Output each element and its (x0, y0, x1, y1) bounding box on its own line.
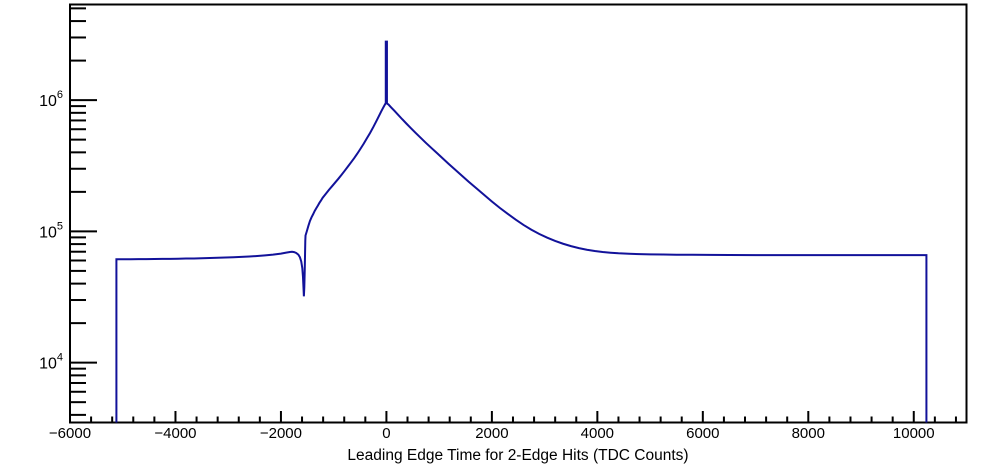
x-axis-title: Leading Edge Time for 2-Edge Hits (TDC C… (347, 447, 688, 464)
y-tick-label: 104 (39, 352, 63, 373)
plot-frame (69, 3, 968, 424)
x-tick-label: 8000 (792, 425, 825, 442)
x-axis-minor-ticks (90, 416, 957, 422)
y-tick-label: 105 (39, 220, 63, 241)
y-axis-minor-ticks (71, 7, 86, 416)
x-axis-tick-labels: −6000 −4000 −2000 0 2000 4000 6000 8000 10000 (49, 425, 935, 442)
x-tick-label: −4000 (154, 425, 196, 442)
y-tick-label: 106 (39, 89, 63, 110)
x-tick-label: 2000 (475, 425, 508, 442)
x-tick-label: 0 (382, 425, 390, 442)
x-tick-label: −6000 (49, 425, 91, 442)
y-axis-tick-labels: 104 105 106 (39, 89, 63, 373)
x-tick-label: 4000 (581, 425, 614, 442)
histogram-line (115, 40, 928, 423)
x-tick-label: −2000 (260, 425, 302, 442)
y-axis-major-ticks (71, 99, 97, 364)
x-tick-label: 6000 (686, 425, 719, 442)
x-tick-label: 10000 (893, 425, 935, 442)
